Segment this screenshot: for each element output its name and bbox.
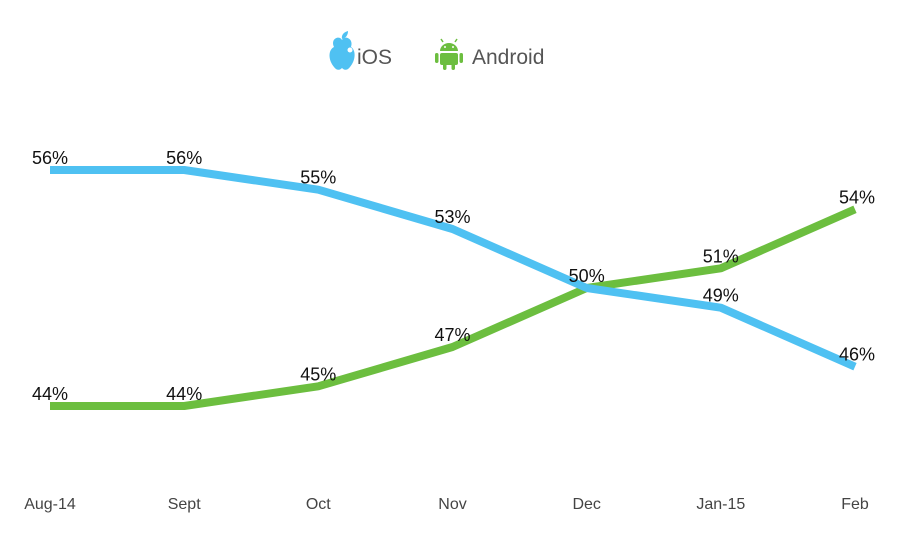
x-tick-label: Nov bbox=[438, 496, 466, 513]
data-label-android: 47% bbox=[434, 325, 470, 345]
x-tick-label: Feb bbox=[841, 496, 869, 513]
x-tick-label: Oct bbox=[306, 496, 331, 513]
data-label-ios: 56% bbox=[166, 148, 202, 168]
data-label-ios: 50% bbox=[569, 266, 605, 286]
legend-item-android: Android bbox=[435, 38, 544, 70]
series-layer bbox=[50, 166, 857, 410]
apple-icon bbox=[329, 31, 355, 70]
legend-label-ios: iOS bbox=[357, 46, 392, 69]
data-label-android: 51% bbox=[703, 246, 739, 266]
x-tick-label: Jan-15 bbox=[696, 496, 745, 513]
x-tick-label: Aug-14 bbox=[24, 496, 76, 513]
legend-item-ios: iOS bbox=[329, 31, 392, 70]
x-tick-label: Dec bbox=[572, 496, 600, 513]
data-label-android: 44% bbox=[166, 384, 202, 404]
series-line-ios bbox=[50, 166, 857, 371]
x-tick-label: Sept bbox=[168, 496, 201, 513]
data-label-ios: 53% bbox=[434, 207, 470, 227]
data-label-ios: 49% bbox=[703, 286, 739, 306]
data-label-ios: 55% bbox=[300, 168, 336, 188]
x-axis-ticks: Aug-14 Sept Oct Nov Dec Jan-15 Feb bbox=[24, 496, 869, 513]
data-label-ios: 56% bbox=[32, 148, 68, 168]
data-label-android: 45% bbox=[300, 364, 336, 384]
series-line-android bbox=[50, 205, 857, 410]
android-icon bbox=[435, 38, 463, 70]
data-label-ios: 46% bbox=[839, 345, 875, 365]
data-labels: 56% 56% 55% 53% 50% 49% 46% 44% 44% 45% 47% 51% 54% bbox=[32, 148, 875, 404]
data-label-android: 44% bbox=[32, 384, 68, 404]
legend: iOS Android bbox=[329, 31, 544, 70]
data-label-android: 54% bbox=[839, 187, 875, 207]
legend-label-android: Android bbox=[472, 46, 544, 69]
